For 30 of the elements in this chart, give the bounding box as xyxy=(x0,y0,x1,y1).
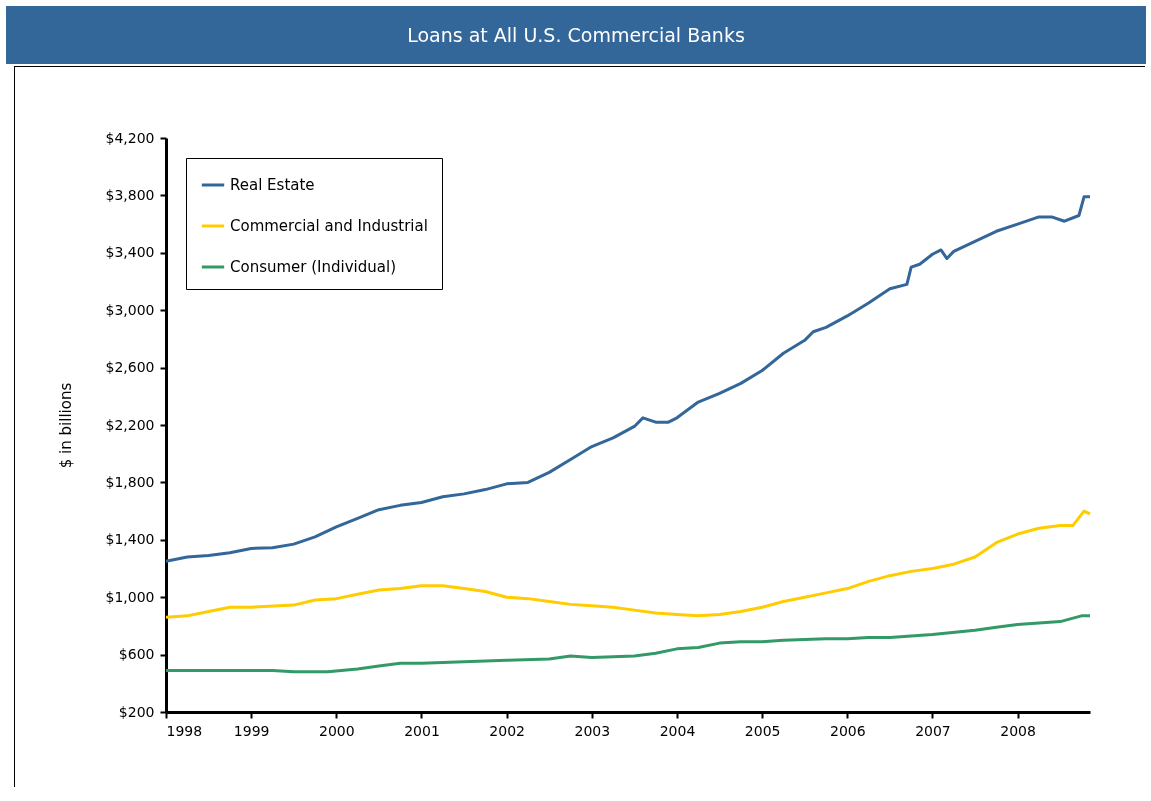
x-tick-label: 2005 xyxy=(744,722,781,739)
legend-label: Real Estate xyxy=(230,176,315,194)
x-tick-label: 1999 xyxy=(233,722,270,739)
y-tick-label: $1,400 xyxy=(105,531,155,548)
y-tick-label: $1,800 xyxy=(105,473,155,490)
y-tick-label: $200 xyxy=(118,703,155,720)
line-series xyxy=(164,614,1092,674)
x-tick-label: 2000 xyxy=(319,722,355,739)
x-tick-label: 1998 xyxy=(166,722,203,739)
y-tick-label: $2,200 xyxy=(105,416,155,433)
y-tick-label: $3,000 xyxy=(105,301,155,318)
x-tick-label: 2001 xyxy=(404,722,440,739)
y-tick-label: $600 xyxy=(118,646,155,663)
y-tick-label: $4,200 xyxy=(105,129,155,146)
chart-title: Loans at All U.S. Commercial Banks xyxy=(6,6,1146,64)
y-tick-label: $3,400 xyxy=(105,244,155,261)
y-tick-label: $3,800 xyxy=(105,186,155,203)
legend-label: Consumer (Individual) xyxy=(230,258,397,276)
line-series xyxy=(164,195,1092,563)
line-series xyxy=(164,509,1092,619)
x-tick-label: 2002 xyxy=(489,722,525,739)
y-tick-label: $2,600 xyxy=(105,359,155,376)
x-tick-label: 2004 xyxy=(659,722,696,739)
x-tick-label: 2006 xyxy=(829,722,866,739)
legend-label: Commercial and Industrial xyxy=(230,217,428,235)
x-tick-label: 2008 xyxy=(1000,722,1036,739)
x-tick-label: 2003 xyxy=(574,722,611,739)
y-tick-label: $1,000 xyxy=(105,588,155,605)
y-axis-title: $ in billions xyxy=(56,382,75,469)
x-tick-label: 2007 xyxy=(915,722,951,739)
